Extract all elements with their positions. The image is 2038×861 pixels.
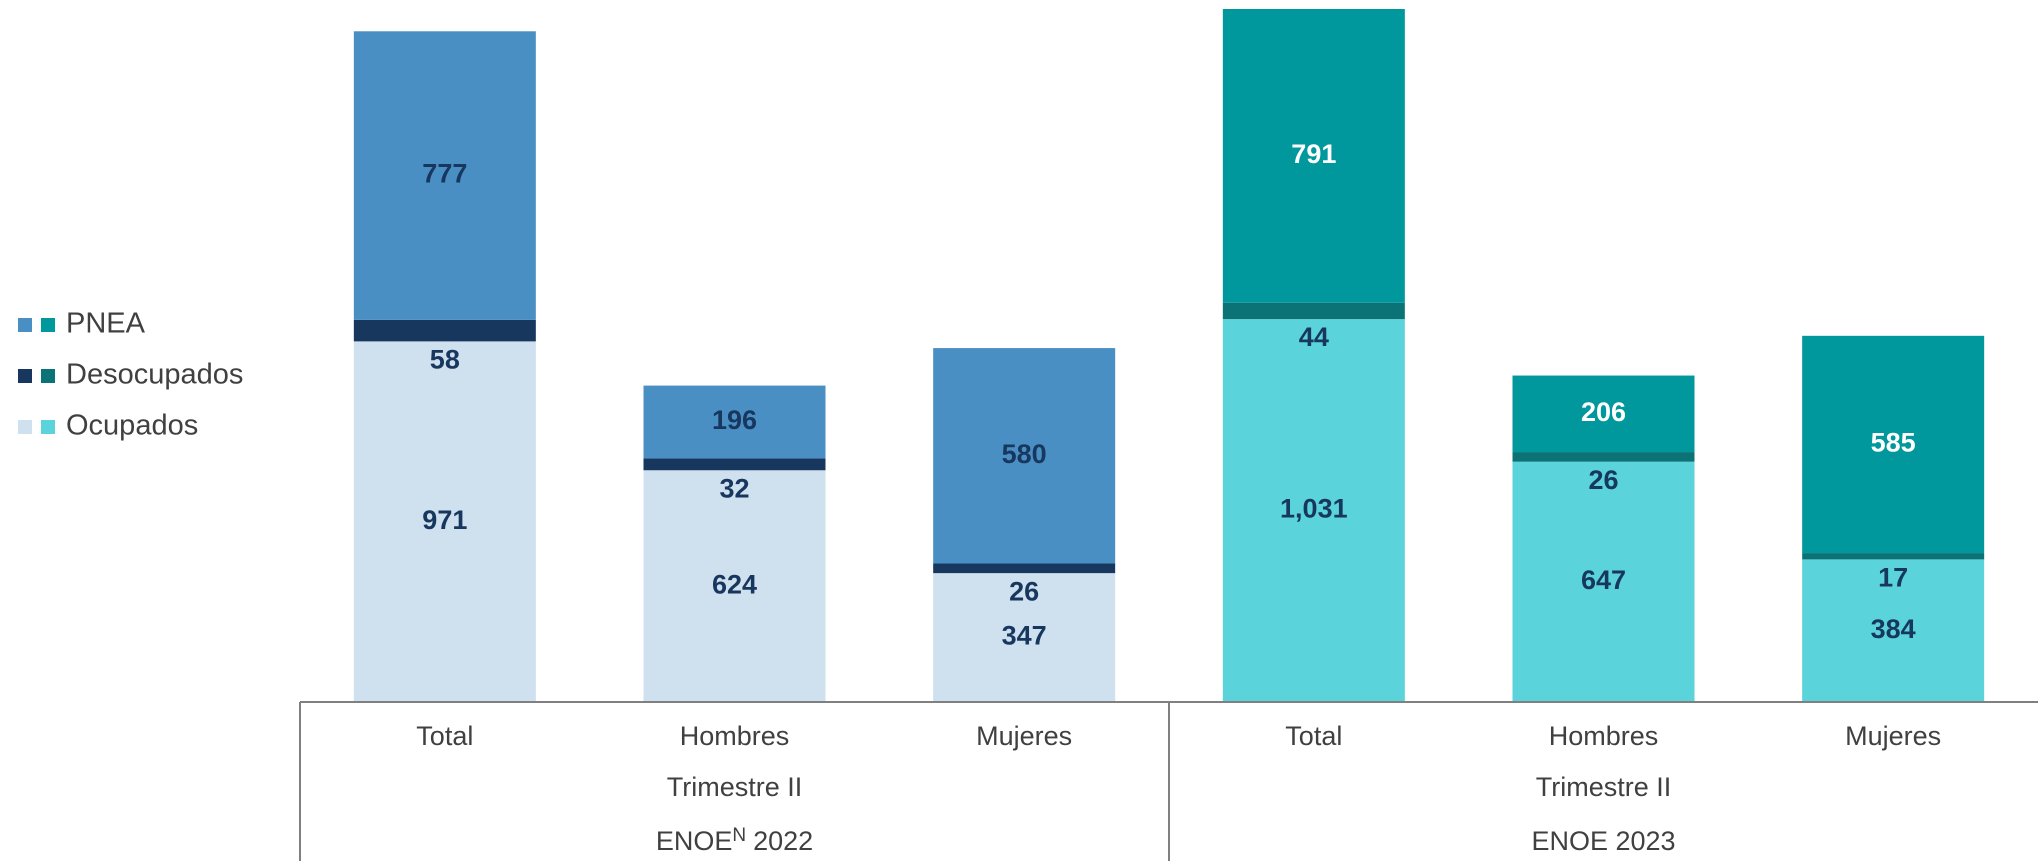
bar-segment	[933, 573, 1116, 702]
data-label: 971	[422, 505, 467, 535]
legend-swatch	[41, 369, 55, 383]
data-label: 44	[1299, 322, 1329, 352]
legend-label: Desocupados	[66, 359, 243, 391]
data-label: 1,031	[1280, 494, 1348, 524]
bar-segment	[1222, 9, 1405, 303]
x-tick-label: Hombres	[1549, 721, 1659, 751]
bar-segment	[353, 319, 536, 342]
legend-swatch	[41, 420, 55, 434]
data-label: 580	[1002, 439, 1047, 469]
legend-swatch	[41, 318, 55, 332]
bar-segment	[1512, 461, 1695, 702]
legend-swatch	[18, 318, 32, 332]
group-label: Trimestre II	[667, 772, 803, 802]
data-label: 384	[1871, 614, 1916, 644]
data-label: 58	[430, 345, 460, 375]
legend-swatch	[18, 420, 32, 434]
legend-label: Ocupados	[66, 410, 198, 442]
x-tick-label: Hombres	[680, 721, 790, 751]
bar-segment	[643, 458, 826, 471]
group-label: ENOEN 2022	[656, 825, 813, 856]
data-label: 585	[1871, 428, 1916, 458]
data-label: 624	[712, 569, 757, 599]
x-tick-label: Mujeres	[1845, 721, 1941, 751]
data-label: 26	[1009, 576, 1039, 606]
x-tick-label: Total	[1285, 721, 1342, 751]
bar-segment	[933, 563, 1116, 574]
data-label: 196	[712, 405, 757, 435]
group-label: ENOE 2023	[1531, 826, 1675, 856]
bar-segment	[1802, 335, 1985, 554]
data-label: 26	[1588, 465, 1618, 495]
data-label: 777	[422, 159, 467, 189]
data-label: 647	[1581, 565, 1626, 595]
bar-segment	[643, 470, 826, 702]
data-label: 17	[1878, 563, 1908, 593]
legend-label: PNEA	[66, 308, 146, 340]
survey: ENOE 2023	[1531, 826, 1675, 856]
legend-swatch	[18, 369, 32, 383]
data-label: 206	[1581, 397, 1626, 427]
group-label: Trimestre II	[1536, 772, 1672, 802]
bar-segment	[1802, 553, 1985, 560]
bar-segment	[1802, 559, 1985, 702]
year: 2022	[753, 826, 813, 856]
data-label: 347	[1002, 621, 1047, 651]
bar-segment	[1512, 452, 1695, 462]
x-tick-label: Mujeres	[976, 721, 1072, 751]
bar-segment	[353, 31, 536, 320]
bar-segment	[1222, 319, 1405, 702]
bar-segment	[1512, 375, 1695, 453]
survey: ENOE	[656, 826, 733, 856]
bar-segment	[933, 348, 1116, 564]
superscript: N	[732, 825, 746, 846]
bar-segment	[1222, 302, 1405, 320]
data-label: 791	[1291, 139, 1336, 169]
data-label: 32	[719, 473, 749, 503]
x-tick-label: Total	[416, 721, 473, 751]
bar-segment	[643, 385, 826, 459]
bar-segment	[353, 341, 536, 702]
